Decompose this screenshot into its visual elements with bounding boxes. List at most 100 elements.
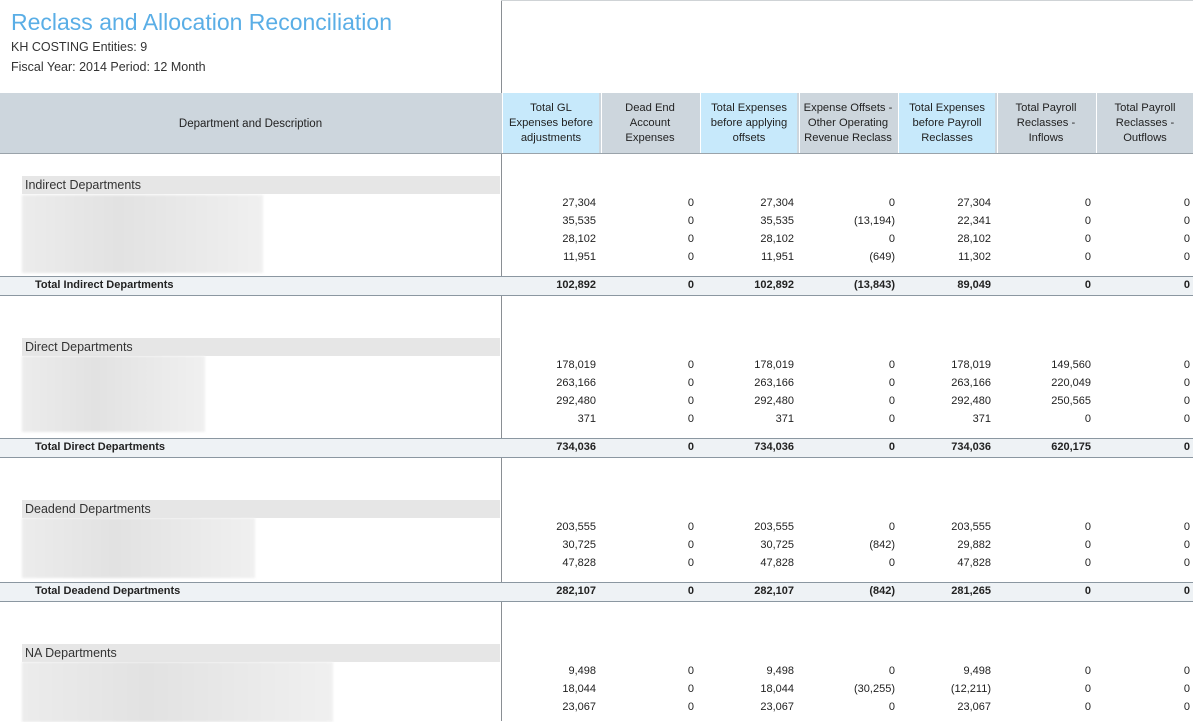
table-cell: 371 [775,413,794,425]
total-cell: 734,036 [951,441,991,453]
total-cell: (13,843) [854,279,895,291]
table-cell: 0 [687,215,694,227]
table-cell: 9,498 [568,665,596,677]
table-cell: 0 [1084,215,1091,227]
header-col-2[interactable]: Dead End Account Expenses [601,93,698,153]
table-cell: 0 [687,359,694,371]
table-cell: 0 [1183,413,1190,425]
table-cell: 11,302 [958,251,991,263]
total-cell: 281,265 [951,585,991,597]
table-cell: 35,535 [760,215,794,227]
total-cell: (842) [869,585,895,597]
table-cell: 0 [1084,251,1091,263]
total-cell: 0 [1183,585,1190,597]
table-cell: 0 [687,233,694,245]
table-cell: 0 [687,413,694,425]
section-label[interactable]: Direct Departments [22,338,500,356]
table-cell: 23,067 [760,701,794,713]
entities-line: KH COSTING Entities: 9 [11,40,148,54]
table-cell: 29,882 [957,539,991,551]
total-label: Total Indirect Departments [35,279,174,291]
total-cell: 0 [687,279,694,291]
table-cell: 0 [687,665,694,677]
section-label[interactable]: NA Departments [22,644,500,662]
table-cell: 27,304 [957,197,991,209]
total-label: Total Deadend Departments [35,585,181,597]
table-cell: 30,725 [562,539,596,551]
header-col-4[interactable]: Expense Offsets - Other Operating Revenu… [799,93,896,153]
column-divider [501,0,502,721]
total-cell: 0 [888,441,895,453]
table-cell: 11,951 [563,251,596,263]
table-cell: 47,828 [957,557,991,569]
total-cell: 0 [1084,585,1091,597]
table-cell: 28,102 [562,233,596,245]
table-cell: (13,194) [854,215,895,227]
table-cell: (842) [869,539,895,551]
header-col-3[interactable]: Total Expenses before applying offsets [700,93,797,153]
table-cell: 0 [1183,539,1190,551]
table-cell: 0 [1183,197,1190,209]
table-cell: 0 [687,701,694,713]
section-label[interactable]: Indirect Departments [22,176,500,194]
table-cell: 0 [1183,665,1190,677]
table-cell: 30,725 [760,539,794,551]
table-cell: 0 [1183,701,1190,713]
table-cell: 263,166 [951,377,991,389]
table-cell: 0 [1183,521,1190,533]
table-cell: 371 [972,413,991,425]
table-cell: 23,067 [562,701,596,713]
total-cell: 0 [687,441,694,453]
table-cell: 0 [888,665,895,677]
total-cell: 282,107 [754,585,794,597]
total-row [0,276,1193,296]
table-cell: 0 [1183,395,1190,407]
table-cell: 0 [687,251,694,263]
table-cell: 0 [1084,701,1091,713]
table-cell: 0 [888,197,895,209]
total-row [0,438,1193,458]
header-col-1[interactable]: Total GL Expenses before adjustments [502,93,599,153]
table-cell: 0 [1183,233,1190,245]
table-cell: (30,255) [854,683,895,695]
table-cell: 0 [1084,197,1091,209]
redacted-descriptions [22,195,263,273]
redacted-descriptions [22,356,205,432]
report-title: Reclass and Allocation Reconciliation [11,9,392,35]
total-cell: 734,036 [754,441,794,453]
table-cell: 28,102 [957,233,991,245]
table-cell: 0 [888,359,895,371]
header-col-6[interactable]: Total Payroll Reclasses - Inflows [997,93,1094,153]
table-cell: 0 [1183,683,1190,695]
total-cell: 89,049 [957,279,991,291]
table-cell: 0 [687,557,694,569]
table-cell: 263,166 [556,377,596,389]
table-cell: 0 [1183,377,1190,389]
header-col-7[interactable]: Total Payroll Reclasses - Outflows [1096,93,1193,153]
table-cell: 203,555 [556,521,596,533]
table-cell: 0 [1084,521,1091,533]
total-cell: 102,892 [556,279,596,291]
section-label[interactable]: Deadend Departments [22,500,500,518]
table-cell: 0 [1084,683,1091,695]
table-cell: 0 [1084,557,1091,569]
header-col-5[interactable]: Total Expenses before Payroll Reclasses [898,93,995,153]
table-cell: 27,304 [562,197,596,209]
table-cell: 0 [687,521,694,533]
table-cell: 0 [888,557,895,569]
period-line: Fiscal Year: 2014 Period: 12 Month [11,60,206,74]
total-label: Total Direct Departments [35,441,165,453]
table-cell: 292,480 [754,395,794,407]
table-cell: 0 [1084,665,1091,677]
table-cell: 0 [687,683,694,695]
table-cell: 47,828 [562,557,596,569]
table-cell: 203,555 [754,521,794,533]
table-cell: 0 [888,233,895,245]
redacted-descriptions [22,662,333,722]
table-cell: 0 [1084,539,1091,551]
total-cell: 282,107 [556,585,596,597]
table-cell: 178,019 [556,359,596,371]
header-department-description[interactable]: Department and Description [178,117,323,130]
total-cell: 620,175 [1051,441,1091,453]
table-cell: 263,166 [754,377,794,389]
